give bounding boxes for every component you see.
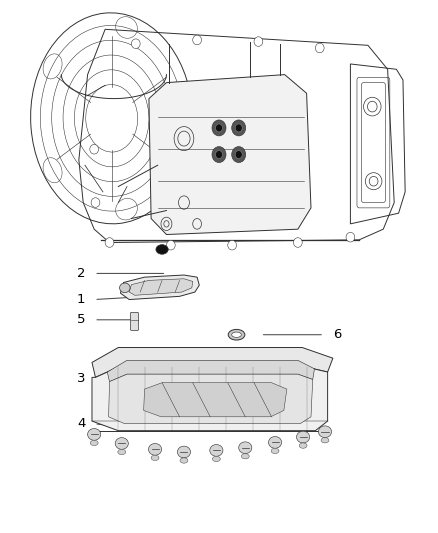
Ellipse shape: [118, 449, 126, 455]
Ellipse shape: [120, 283, 130, 293]
Ellipse shape: [115, 438, 128, 449]
Polygon shape: [144, 383, 287, 417]
Ellipse shape: [91, 198, 100, 207]
Ellipse shape: [177, 446, 191, 458]
Polygon shape: [92, 367, 328, 431]
Ellipse shape: [156, 245, 168, 254]
Ellipse shape: [215, 124, 223, 132]
Ellipse shape: [212, 147, 226, 163]
Polygon shape: [149, 75, 311, 235]
Ellipse shape: [131, 39, 140, 49]
Ellipse shape: [318, 426, 332, 438]
Ellipse shape: [232, 332, 241, 337]
Ellipse shape: [210, 445, 223, 456]
FancyBboxPatch shape: [131, 312, 138, 330]
Ellipse shape: [90, 440, 98, 446]
Ellipse shape: [228, 240, 237, 250]
Ellipse shape: [212, 120, 226, 136]
Ellipse shape: [315, 43, 324, 53]
Ellipse shape: [90, 144, 99, 154]
Text: 6: 6: [333, 328, 341, 341]
Ellipse shape: [180, 458, 188, 463]
Ellipse shape: [239, 442, 252, 454]
Ellipse shape: [254, 37, 263, 46]
Ellipse shape: [299, 443, 307, 448]
Ellipse shape: [193, 35, 201, 45]
Polygon shape: [109, 374, 313, 424]
Ellipse shape: [321, 438, 329, 443]
Ellipse shape: [232, 120, 246, 136]
Ellipse shape: [151, 455, 159, 461]
Polygon shape: [107, 360, 314, 382]
Text: 1: 1: [77, 293, 85, 306]
Ellipse shape: [148, 443, 162, 455]
Ellipse shape: [346, 232, 355, 242]
Text: 4: 4: [77, 417, 85, 430]
Polygon shape: [120, 275, 199, 300]
Ellipse shape: [268, 437, 282, 448]
Ellipse shape: [166, 240, 175, 250]
Ellipse shape: [212, 456, 220, 462]
Ellipse shape: [241, 454, 249, 459]
Text: 5: 5: [77, 313, 85, 326]
Text: 3: 3: [77, 372, 85, 385]
Ellipse shape: [88, 429, 101, 440]
Ellipse shape: [105, 238, 114, 247]
Text: 2: 2: [77, 267, 85, 280]
Ellipse shape: [228, 329, 245, 340]
Ellipse shape: [235, 150, 242, 159]
Ellipse shape: [271, 448, 279, 454]
Polygon shape: [129, 279, 193, 295]
Ellipse shape: [297, 431, 310, 443]
Ellipse shape: [215, 150, 223, 159]
Ellipse shape: [293, 238, 302, 247]
Ellipse shape: [232, 147, 246, 163]
Ellipse shape: [235, 124, 242, 132]
Polygon shape: [92, 348, 333, 377]
